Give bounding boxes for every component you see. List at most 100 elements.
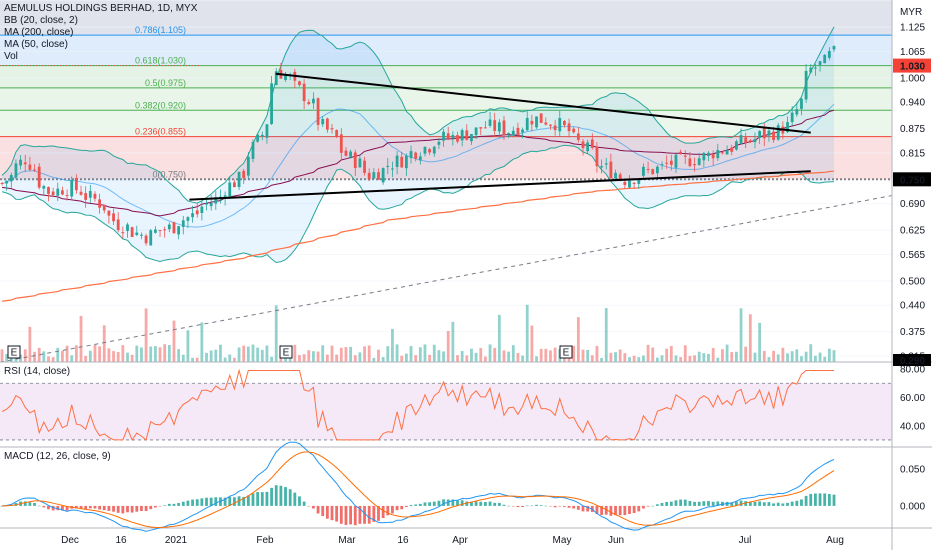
- volume-bar: [428, 354, 432, 362]
- volume-bar: [84, 355, 88, 362]
- macd-histogram-bar: [609, 505, 613, 516]
- volume-bar: [595, 345, 599, 362]
- time-tick-label: May: [553, 535, 572, 546]
- indicator-bb-label[interactable]: BB (20, close, 2): [4, 15, 78, 26]
- volume-bar: [321, 345, 325, 362]
- volume-bar: [246, 346, 250, 362]
- macd-histogram-bar: [200, 498, 204, 506]
- macd-histogram-bar: [595, 505, 599, 515]
- volume-bar: [525, 304, 529, 362]
- fib-band: [0, 87, 892, 111]
- candle-body: [827, 50, 831, 58]
- volume-bar: [456, 355, 459, 362]
- volume-bar: [61, 350, 64, 362]
- candle-body: [497, 122, 501, 132]
- trendlines[interactable]: [189, 72, 811, 201]
- volume-bar: [256, 347, 260, 362]
- indicator-vol-label[interactable]: Vol: [4, 51, 18, 62]
- ma50-line: [1, 109, 835, 217]
- volume-bar: [158, 347, 162, 362]
- candle-body: [172, 222, 176, 234]
- macd-histogram-bar: [776, 502, 780, 506]
- grid: [0, 0, 892, 357]
- volume-bar: [126, 352, 129, 362]
- time-axis[interactable]: Dec 16 2021 Feb Mar 16 Apr May Jun Jul Aug: [61, 535, 844, 546]
- price-tick-label: 0.375: [900, 327, 925, 338]
- candle-body: [79, 191, 83, 195]
- macd-histogram-bar: [414, 504, 418, 506]
- candle-body: [186, 217, 190, 221]
- macd-histogram-bar: [409, 504, 413, 506]
- macd-histogram-bar: [637, 505, 641, 512]
- volume-bar: [223, 357, 227, 362]
- candle-body: [5, 180, 9, 184]
- volume-bar: [516, 353, 520, 362]
- volume-bar: [237, 347, 241, 362]
- volume-bar: [418, 347, 422, 362]
- macd-histogram-bar: [135, 505, 139, 512]
- macd-title[interactable]: MACD (12, 26, close, 9): [4, 451, 111, 462]
- macd-histogram-bar: [335, 505, 339, 522]
- macd-histogram-bar: [363, 505, 366, 524]
- macd-histogram-bar: [525, 505, 529, 507]
- volume-bar: [646, 344, 650, 362]
- symbol-title[interactable]: AEMULUS HOLDINGS BERHAD, 1D, MYX: [4, 3, 198, 14]
- candle-body: [65, 195, 69, 197]
- candle-body: [302, 83, 306, 102]
- macd-histogram-bar: [446, 499, 450, 506]
- indicator-ma200-label[interactable]: MA (200, close): [4, 27, 74, 38]
- volume-bar: [325, 354, 329, 362]
- volume-bar: [414, 355, 418, 362]
- candle-body: [660, 164, 664, 166]
- macd-histogram-bar: [758, 501, 762, 506]
- candle-body: [604, 163, 608, 165]
- volume-bar: [293, 344, 297, 362]
- volume-bar: [395, 344, 399, 362]
- macd-histogram-bar: [395, 505, 399, 511]
- macd-histogram-bar: [391, 505, 394, 514]
- macd-histogram-bar: [674, 500, 678, 506]
- earnings-marker: [279, 345, 293, 359]
- candle-body: [428, 149, 432, 153]
- candle-body: [470, 133, 473, 142]
- rsi-tick-label: 40.00: [900, 421, 925, 432]
- volume-bar: [344, 347, 348, 362]
- candle-body: [697, 158, 701, 165]
- price-axis[interactable]: 1.125 1.065 1.000 0.940 0.875 0.815 0.750 0.690…: [893, 7, 931, 367]
- volume-bar: [270, 356, 273, 362]
- macd-histogram-bar: [748, 501, 752, 506]
- volume-bar: [642, 355, 645, 362]
- macd-histogram-bar: [149, 505, 153, 510]
- macd-histogram-bar: [353, 505, 357, 526]
- candle-body: [61, 190, 64, 195]
- candle-body: [391, 168, 394, 170]
- macd-histogram-bar: [827, 493, 831, 506]
- candle-body: [655, 166, 659, 174]
- volume-tag-label: 0.290: [900, 356, 925, 367]
- candle-body: [716, 150, 720, 159]
- macd-histogram-bar: [739, 500, 743, 506]
- support-price-label: 0.750: [900, 175, 925, 186]
- macd-histogram-bar: [400, 505, 404, 510]
- volume-bar: [721, 349, 724, 362]
- rsi-title[interactable]: RSI (14, close): [4, 366, 71, 377]
- macd-histogram-bar: [497, 502, 501, 506]
- volume-bar: [604, 308, 608, 362]
- candle-body: [809, 67, 813, 73]
- moving-averages: [0, 109, 893, 363]
- volume-bar: [511, 345, 515, 362]
- volume-bar: [233, 357, 236, 362]
- fibonacci-bands: [0, 0, 892, 181]
- indicator-ma50-label[interactable]: MA (50, close): [4, 39, 68, 50]
- candle-body: [409, 151, 413, 158]
- candle-body: [758, 130, 762, 138]
- macd-histogram-bar: [697, 501, 701, 506]
- candle-body: [9, 174, 13, 182]
- candle-body: [251, 142, 255, 159]
- macd-histogram-bar: [683, 499, 687, 506]
- macd-histogram-bar: [460, 500, 464, 506]
- top-shade: [0, 0, 892, 36]
- candle-body: [400, 156, 404, 168]
